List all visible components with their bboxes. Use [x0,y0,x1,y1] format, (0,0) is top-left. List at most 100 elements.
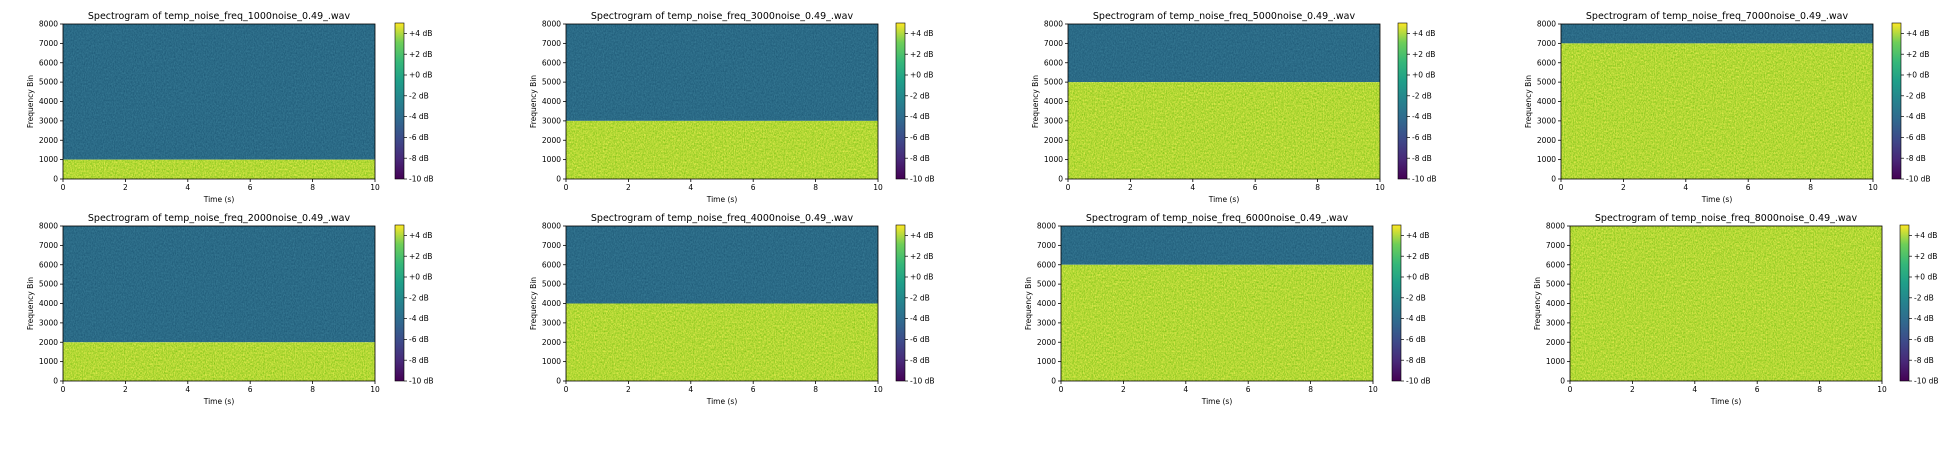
y-tick-label: 0 [53,175,58,184]
x-tick-label: 6 [248,385,253,394]
y-tick-label: 5000 [39,280,58,289]
panel-title: Spectrogram of temp_noise_freq_2000noise… [88,213,351,224]
colorbar [394,22,405,180]
colorbar-tick-label: +2 dB [1906,50,1929,59]
spectrogram-panel-2: Spectrogram of temp_noise_freq_3000noise… [529,11,935,204]
colorbar-tick-label: +0 dB [910,71,933,80]
colorbar-tick-label: +2 dB [1412,50,1435,59]
y-tick-label: 5000 [1537,78,1556,87]
spectrogram-panel-7: Spectrogram of temp_noise_freq_6000noise… [1024,213,1431,406]
colorbar-tick-label: -4 dB [1406,314,1426,323]
x-tick-label: 8 [1808,183,1813,192]
x-tick-label: 8 [813,385,818,394]
y-tick-label: 2000 [39,338,58,347]
colorbar-tick-label: -10 dB [1906,175,1931,184]
y-axis-label: Frequency Bin [26,75,35,128]
colorbar-tick-label: -2 dB [1406,293,1426,302]
colorbar-tick-label: +4 dB [1906,29,1929,38]
y-tick-label: 2000 [1537,136,1556,145]
colorbar-tick-label: -6 dB [1906,133,1926,142]
colorbar-tick-label: -6 dB [1406,335,1426,344]
y-tick-label: 8000 [39,20,58,29]
y-tick-label: 4000 [39,97,58,106]
y-tick-label: 1000 [542,155,561,164]
colorbar-tick-label: +0 dB [1906,71,1929,80]
y-tick-label: 5000 [542,78,561,87]
y-tick-label: 0 [556,377,561,386]
colorbar-tick-label: -8 dB [910,356,930,365]
y-tick-label: 8000 [542,222,561,231]
colorbar-tick-label: -2 dB [409,91,429,100]
y-tick-label: 1000 [39,155,58,164]
y-tick-label: 5000 [542,280,561,289]
colorbar-tick-label: -4 dB [409,314,429,323]
y-tick-label: 8000 [1037,222,1056,231]
y-tick-label: 7000 [1037,241,1056,250]
colorbar [1891,22,1902,180]
x-tick-label: 4 [688,385,693,394]
x-tick-label: 10 [1877,385,1887,394]
colorbar-tick-label: +4 dB [409,231,432,240]
panel-title: Spectrogram of temp_noise_freq_7000noise… [1586,11,1849,22]
y-tick-label: 6000 [542,58,561,67]
x-tick-label: 6 [1746,183,1751,192]
x-tick-label: 8 [310,183,315,192]
panel-title: Spectrogram of temp_noise_freq_1000noise… [88,11,351,22]
spectrogram-noise-region [63,159,375,179]
y-tick-label: 1000 [1537,155,1556,164]
y-axis-label: Frequency Bin [529,75,538,128]
colorbar-tick-label: -10 dB [409,175,434,184]
y-tick-label: 7000 [39,39,58,48]
colorbar-tick-label: -4 dB [409,112,429,121]
y-tick-label: 1000 [542,357,561,366]
x-tick-label: 10 [1368,385,1378,394]
panel-title: Spectrogram of temp_noise_freq_4000noise… [591,213,854,224]
colorbar-tick-label: -8 dB [1914,356,1934,365]
spectrogram-panels: Spectrogram of temp_noise_freq_1000noise… [26,11,1939,406]
x-tick-label: 6 [248,183,253,192]
y-tick-label: 6000 [1037,260,1056,269]
y-tick-label: 6000 [542,260,561,269]
y-tick-label: 3000 [1044,116,1063,125]
spectrogram-low-region [1068,24,1380,83]
x-tick-label: 6 [1253,183,1258,192]
y-tick-label: 2000 [1044,136,1063,145]
x-tick-label: 4 [185,385,190,394]
y-tick-label: 4000 [1537,97,1556,106]
colorbar-tick-label: +2 dB [910,50,933,59]
colorbar-tick-label: -6 dB [910,335,930,344]
x-tick-label: 2 [123,183,128,192]
x-tick-label: 8 [1315,183,1320,192]
y-tick-label: 8000 [39,222,58,231]
y-tick-label: 6000 [1537,58,1556,67]
colorbar-tick-label: -6 dB [910,133,930,142]
y-tick-label: 7000 [542,241,561,250]
x-tick-label: 10 [1375,183,1385,192]
colorbar-tick-label: +4 dB [1914,231,1937,240]
y-axis-label: Frequency Bin [1031,75,1040,128]
spectrogram-panel-8: Spectrogram of temp_noise_freq_8000noise… [1533,213,1939,406]
x-tick-label: 2 [1121,385,1126,394]
y-axis-label: Frequency Bin [1024,277,1033,330]
colorbar-tick-label: -6 dB [1914,335,1934,344]
y-tick-label: 7000 [542,39,561,48]
x-tick-label: 4 [688,183,693,192]
spectrogram-panel-6: Spectrogram of temp_noise_freq_4000noise… [529,213,935,406]
y-tick-label: 0 [1058,175,1063,184]
y-tick-label: 7000 [39,241,58,250]
colorbar-tick-label: -6 dB [409,133,429,142]
x-tick-label: 2 [626,183,631,192]
y-tick-label: 2000 [542,136,561,145]
panel-title: Spectrogram of temp_noise_freq_8000noise… [1595,213,1858,224]
x-tick-label: 10 [370,183,380,192]
spectrogram-noise-region [566,120,878,179]
y-tick-label: 5000 [1044,78,1063,87]
spectrogram-noise-region [1068,82,1380,179]
y-axis-label: Frequency Bin [26,277,35,330]
x-tick-label: 2 [1621,183,1626,192]
y-tick-label: 2000 [542,338,561,347]
x-tick-label: 0 [61,183,66,192]
y-tick-label: 6000 [39,58,58,67]
y-tick-label: 6000 [1546,260,1565,269]
y-tick-label: 0 [1051,377,1056,386]
